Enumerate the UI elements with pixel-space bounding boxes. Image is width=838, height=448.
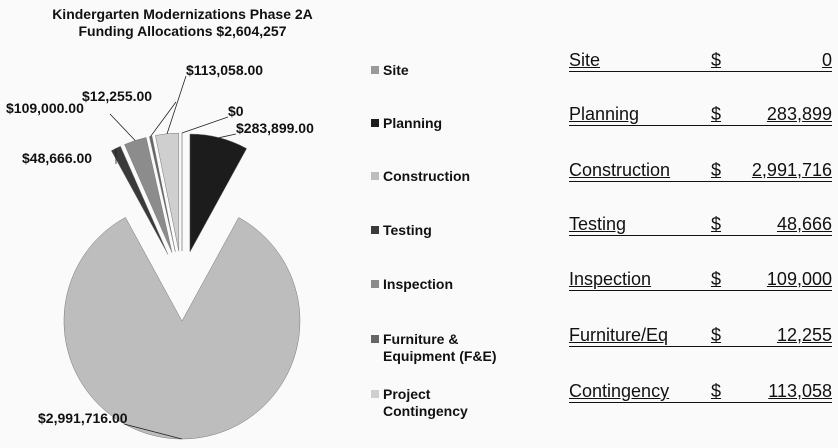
legend-label: Construction [383,168,471,184]
legend-swatch [371,390,379,398]
legend-swatch [371,119,379,127]
table-currency: $ [711,381,722,401]
leader-line [219,133,237,139]
data-label: $48,666.00 [22,150,93,166]
table-amount: 2,991,716 [751,160,832,180]
table-label: Site [569,50,601,70]
table-currency: $ [711,50,722,70]
row-underline [569,71,832,72]
pie-chart [63,75,301,440]
pie-slice [189,133,247,253]
table-currency: $ [711,160,722,180]
data-label: $113,058.00 [186,62,264,78]
legend-label: Furniture & Equipment (F&E) [383,331,497,364]
leader-line [109,113,136,141]
table-amount: 283,899 [766,104,832,124]
leader-line [150,101,177,137]
legend-swatch [371,280,379,288]
leader-line [123,423,182,440]
table-label: Planning [569,104,640,124]
row-underline [569,346,832,347]
table-amount: 12,255 [776,325,832,345]
legend-swatch [371,172,379,180]
legend-swatch [371,226,379,234]
row-underline [569,181,832,182]
table-currency: $ [711,214,722,234]
legend-label: Planning [383,115,443,131]
table-amount: 0 [821,50,832,70]
table-amount: 48,666 [776,214,832,234]
table-label: Construction [569,160,671,180]
leader-line [166,75,187,134]
table-label: Contingency [569,381,670,401]
data-label: $0 [228,103,244,119]
legend-label: Project Contingency [383,386,468,419]
table-amount: 113,058 [768,381,832,401]
legend-label: Testing [383,222,432,238]
table-label: Testing [569,214,627,234]
row-underline [569,235,832,236]
table-label: Inspection [569,269,652,289]
legend-swatch [371,335,379,343]
row-underline [569,125,832,126]
table-currency: $ [711,104,722,124]
leader-line [181,116,229,134]
chart-title: Kindergarten Modernizations Phase 2A Fun… [52,6,313,39]
table-currency: $ [711,269,722,289]
data-label: $283,899.00 [236,120,314,136]
row-underline [569,402,832,403]
table-label: Furniture/Eq [569,325,669,345]
data-label: $2,991,716.00 [38,410,128,426]
row-underline [569,290,832,291]
legend-label: Site [383,62,409,78]
legend-swatch [371,66,379,74]
table-currency: $ [711,325,722,345]
legend-label: Inspection [383,276,454,292]
data-label: $12,255.00 [82,88,153,104]
table-amount: 109,000 [766,269,832,289]
data-label: $109,000.00 [6,100,84,116]
pie-slice [111,145,169,255]
